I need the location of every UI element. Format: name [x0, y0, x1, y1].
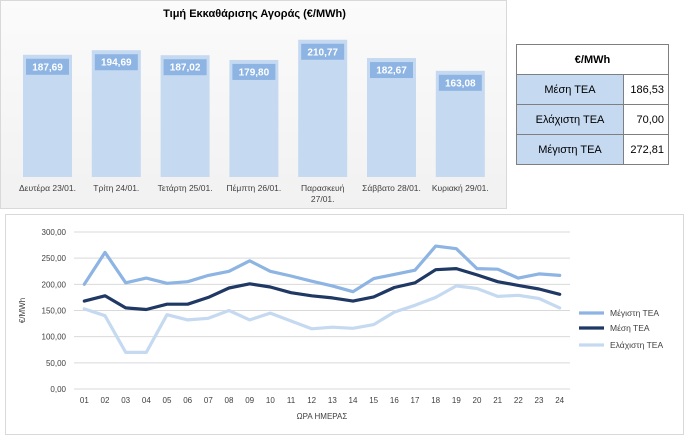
x-tick-label: 08	[225, 396, 234, 405]
x-axis-title: ΩΡΑ ΗΜΕΡΑΣ	[297, 412, 348, 421]
bar-chart-title: Τιμή Εκκαθάρισης Αγοράς (€/MWh)	[163, 8, 346, 20]
x-tick-label: 03	[121, 396, 130, 405]
line-chart-panel: 0,00 50,00 100,00 150,00 200,00 250,00 300,00 0…	[5, 214, 684, 435]
x-tick-label: 02	[101, 396, 110, 405]
x-tick-label: 01	[80, 396, 89, 405]
y-tick-label: 300,00	[42, 228, 67, 237]
bar-value-label-bg	[370, 62, 413, 79]
x-tick-label: 11	[287, 396, 296, 405]
bar-value-label-bg	[26, 58, 69, 75]
x-tick-label: 24	[555, 396, 564, 405]
x-tick-label: 10	[266, 396, 275, 405]
stats-label-mean: Μέση ΤΕΑ	[516, 74, 624, 105]
stats-table: €/MWh Μέση ΤΕΑ 186,53 Ελάχιστη ΤΕΑ 70,00…	[516, 44, 669, 165]
bar-category-label: Σάββατο 28/01.	[362, 183, 421, 193]
bar-category-label: Δευτέρα 23/01.	[19, 183, 76, 193]
bar-chart: 187,69 Δευτέρα 23/01. 194,69 Τρίτη 24/01. 18…	[19, 39, 489, 204]
bar-value-label-bg	[438, 74, 482, 91]
line-chart: 0,00 50,00 100,00 150,00 200,00 250,00 300,00 0…	[18, 228, 663, 421]
bar	[298, 39, 348, 177]
x-tick-label: 07	[204, 396, 213, 405]
bar-value-label: 179,80	[239, 67, 270, 78]
x-tick-label: 22	[514, 396, 523, 405]
legend-label: Ελάχιστη ΤΕΑ	[610, 340, 663, 350]
bar-chart-panel: Τιμή Εκκαθάρισης Αγοράς (€/MWh) 187,69 Δε…	[0, 0, 507, 209]
stats-table-header: €/MWh	[516, 44, 669, 75]
x-tick-label: 16	[390, 396, 399, 405]
table-row: Μέγιστη ΤΕΑ 272,81	[516, 134, 669, 165]
stats-label-max: Μέγιστη ΤΕΑ	[516, 134, 624, 165]
x-tick-label: 17	[411, 396, 420, 405]
bar	[160, 55, 210, 177]
table-row: Μέση ΤΕΑ 186,53	[516, 74, 669, 105]
bar-value-label-bg	[301, 43, 345, 60]
stats-value-min: 70,00	[623, 104, 669, 135]
bar-value-label-bg	[232, 63, 276, 80]
y-tick-label: 50,00	[46, 359, 67, 368]
y-tick-label: 200,00	[42, 280, 67, 289]
x-tick-label: 18	[431, 396, 440, 405]
bar-category-label: Τρίτη 24/01.	[93, 183, 139, 193]
bar-category-label: Τετάρτη 25/01.	[158, 183, 213, 193]
y-tick-label: 0,00	[50, 385, 66, 394]
x-tick-label: 13	[328, 396, 337, 405]
y-tick-label: 100,00	[42, 333, 67, 342]
x-tick-label: 05	[163, 396, 172, 405]
bar-value-label: 210,77	[307, 47, 338, 58]
x-tick-label: 14	[349, 396, 358, 405]
x-tick-label: 23	[535, 396, 544, 405]
stats-value-mean: 186,53	[623, 74, 669, 105]
x-tick-label: 12	[307, 396, 316, 405]
series-line	[82, 266, 562, 312]
x-tick-label: 21	[493, 396, 502, 405]
stats-value-max: 272,81	[623, 134, 669, 165]
x-tick-label: 19	[452, 396, 461, 405]
bar	[23, 54, 72, 177]
y-tick-label: 250,00	[42, 254, 67, 263]
stats-label-min: Ελάχιστη ΤΕΑ	[516, 104, 624, 135]
x-tick-label: 09	[245, 396, 254, 405]
legend-label: Μέση ΤΕΑ	[610, 323, 650, 333]
y-tick-label: 150,00	[42, 307, 67, 316]
bar-value-label: 194,69	[101, 58, 132, 69]
bar-value-label: 163,08	[445, 78, 476, 89]
x-tick-label: 20	[473, 396, 482, 405]
bar	[91, 50, 141, 178]
bar-value-label: 182,67	[376, 66, 407, 77]
x-tick-label: 15	[369, 396, 378, 405]
x-tick-label: 06	[183, 396, 192, 405]
bar-value-label-bg	[163, 59, 207, 76]
series-line	[82, 244, 562, 294]
x-tick-label: 04	[142, 396, 151, 405]
bar-category-label: 27/01.	[311, 194, 335, 204]
y-axis-title: €/MWh	[18, 298, 27, 323]
bar-value-label: 187,02	[170, 63, 201, 74]
bar-category-label: Παρασκευή	[301, 183, 345, 193]
bar-value-label: 187,69	[32, 62, 63, 73]
series-line	[82, 284, 562, 354]
bar-category-label: Κυριακή 29/01.	[432, 183, 489, 193]
legend-label: Μέγιστη ΤΕΑ	[610, 308, 659, 318]
bar-value-label-bg	[94, 54, 138, 71]
table-row: Ελάχιστη ΤΕΑ 70,00	[516, 104, 669, 135]
bar-category-label: Πέμπτη 26/01.	[227, 183, 282, 193]
